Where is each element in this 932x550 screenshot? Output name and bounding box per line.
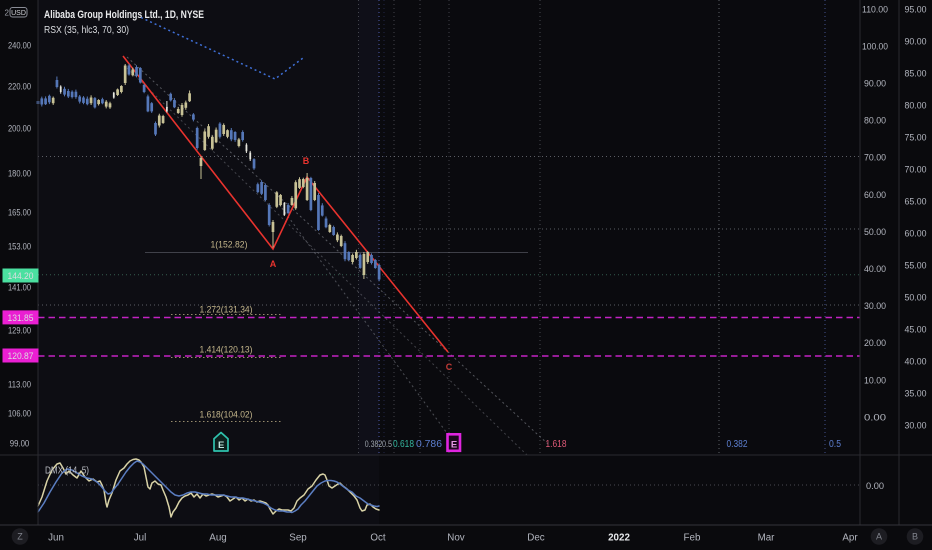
svg-text:240.00: 240.00 <box>8 40 31 50</box>
svg-text:0.00: 0.00 <box>866 480 884 491</box>
svg-text:113.00: 113.00 <box>8 379 31 389</box>
svg-text:75.00: 75.00 <box>905 131 927 142</box>
svg-text:30.00: 30.00 <box>905 419 927 430</box>
svg-text:1.272(131.34): 1.272(131.34) <box>200 305 253 315</box>
svg-text:Sep: Sep <box>289 533 307 544</box>
svg-text:200.00: 200.00 <box>8 123 31 133</box>
svg-text:165.00: 165.00 <box>8 207 31 217</box>
svg-text:2022: 2022 <box>608 533 630 544</box>
svg-text:106.00: 106.00 <box>8 408 31 418</box>
svg-text:Mar: Mar <box>758 533 776 544</box>
svg-text:0.5: 0.5 <box>382 439 392 450</box>
svg-text:131.85: 131.85 <box>8 312 34 323</box>
svg-text:90.00: 90.00 <box>864 78 886 89</box>
svg-text:50.00: 50.00 <box>864 226 886 237</box>
svg-text:80.00: 80.00 <box>905 99 927 110</box>
svg-text:USD: USD <box>11 10 26 17</box>
svg-text:35.00: 35.00 <box>905 387 927 398</box>
svg-text:55.00: 55.00 <box>905 259 927 270</box>
svg-text:1.618(104.02): 1.618(104.02) <box>200 410 253 420</box>
svg-text:E: E <box>218 440 224 451</box>
svg-text:Feb: Feb <box>684 533 701 544</box>
svg-text:2: 2 <box>5 9 10 18</box>
svg-text:B: B <box>303 156 310 166</box>
svg-text:110.00: 110.00 <box>862 3 888 14</box>
svg-text:40.00: 40.00 <box>905 355 927 366</box>
svg-text:153.00: 153.00 <box>8 241 31 251</box>
svg-text:70.00: 70.00 <box>864 152 886 163</box>
svg-text:0.786: 0.786 <box>416 439 443 450</box>
svg-text:E: E <box>451 440 457 451</box>
svg-text:144.20: 144.20 <box>8 270 34 281</box>
svg-text:95.00: 95.00 <box>905 3 927 14</box>
svg-text:30.00: 30.00 <box>864 300 886 311</box>
svg-text:A: A <box>270 259 277 269</box>
svg-text:Nov: Nov <box>447 533 465 544</box>
svg-text:Oct: Oct <box>370 533 386 544</box>
svg-text:99.00: 99.00 <box>10 438 30 448</box>
svg-text:80.00: 80.00 <box>864 115 886 126</box>
svg-text:Jun: Jun <box>48 533 64 544</box>
svg-text:45.00: 45.00 <box>905 323 927 334</box>
svg-text:0.382: 0.382 <box>727 439 748 450</box>
svg-text:60.00: 60.00 <box>864 189 886 200</box>
svg-text:180.00: 180.00 <box>8 168 31 178</box>
svg-text:70.00: 70.00 <box>905 163 927 174</box>
svg-text:85.00: 85.00 <box>905 67 927 78</box>
svg-text:10.00: 10.00 <box>864 374 886 385</box>
svg-text:65.00: 65.00 <box>905 195 927 206</box>
svg-text:Apr: Apr <box>842 533 858 544</box>
svg-text:120.87: 120.87 <box>8 350 34 361</box>
svg-text:129.00: 129.00 <box>8 325 31 335</box>
svg-text:Jul: Jul <box>134 533 147 544</box>
svg-text:RSX (35, hlc3, 70, 30): RSX (35, hlc3, 70, 30) <box>44 25 129 36</box>
svg-text:20.00: 20.00 <box>864 337 886 348</box>
svg-text:50.00: 50.00 <box>905 291 927 302</box>
svg-text:1.618: 1.618 <box>546 439 567 450</box>
svg-text:220.00: 220.00 <box>8 81 31 91</box>
svg-text:100.00: 100.00 <box>862 40 888 51</box>
svg-text:60.00: 60.00 <box>905 227 927 238</box>
svg-text:C: C <box>446 362 453 372</box>
svg-text:0.618: 0.618 <box>393 439 414 450</box>
svg-text:141.00: 141.00 <box>8 282 31 292</box>
svg-text:0.5: 0.5 <box>829 439 841 450</box>
svg-text:Aug: Aug <box>209 533 226 544</box>
svg-text:1(152.82): 1(152.82) <box>211 240 248 250</box>
svg-text:Dec: Dec <box>527 533 545 544</box>
svg-text:90.00: 90.00 <box>905 35 927 46</box>
svg-text:0.00: 0.00 <box>864 411 886 422</box>
svg-text:40.00: 40.00 <box>864 263 886 274</box>
svg-text:Z: Z <box>17 532 23 542</box>
svg-text:Alibaba Group Holdings Ltd., 1: Alibaba Group Holdings Ltd., 1D, NYSE <box>44 9 204 21</box>
svg-text:B: B <box>912 532 918 542</box>
svg-text:1.414(120.13): 1.414(120.13) <box>200 345 253 355</box>
svg-text:A: A <box>876 532 882 542</box>
svg-text:0.382: 0.382 <box>365 439 383 450</box>
svg-text:DMX (14, 5): DMX (14, 5) <box>45 466 89 477</box>
